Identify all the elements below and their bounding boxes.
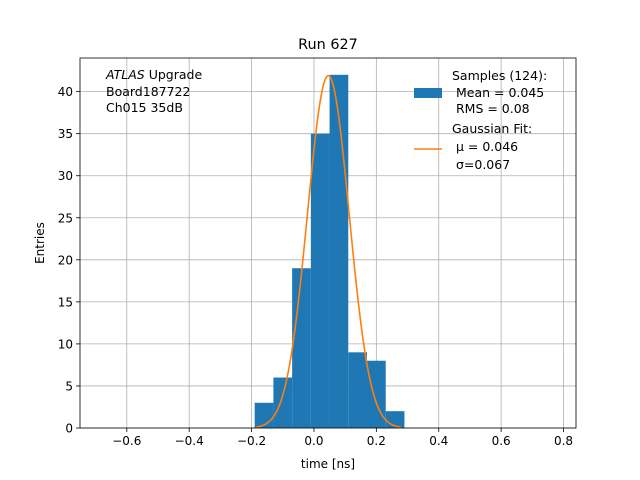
x-tick-label: −0.4 — [175, 434, 204, 448]
annotation-line-1: ATLAS Upgrade — [105, 67, 202, 82]
y-tick-label: 5 — [65, 379, 73, 393]
histogram-bar — [329, 74, 349, 429]
chart-title: Run 627 — [298, 37, 358, 53]
y-axis-label: Entries — [33, 222, 47, 264]
legend: Samples (124): Mean = 0.045 RMS = 0.08 G… — [414, 68, 547, 172]
x-tick-label: 0.0 — [304, 434, 323, 448]
x-tick-label: 0.4 — [429, 434, 448, 448]
y-tick-label: 15 — [58, 295, 73, 309]
legend-samples-swatch — [414, 88, 442, 98]
y-tick-label: 35 — [58, 127, 73, 141]
x-tick-label: 0.8 — [554, 434, 573, 448]
annotation-channel: Ch015 35dB — [106, 100, 183, 115]
atlas-annotation: ATLAS Upgrade Board187722 Ch015 35dB — [105, 67, 202, 115]
x-tick-label: −0.2 — [237, 434, 266, 448]
atlas-label: ATLAS — [105, 67, 145, 82]
x-tick-label: −0.6 — [112, 434, 141, 448]
histogram-bars — [254, 74, 405, 429]
legend-samples-title: Samples (124): — [452, 68, 547, 83]
upgrade-label: Upgrade — [145, 67, 203, 82]
y-tick-label: 40 — [58, 85, 73, 99]
legend-fit-sigma: σ=0.067 — [452, 157, 510, 172]
y-tick-label: 30 — [58, 169, 73, 183]
legend-samples-mean: Mean = 0.045 — [452, 85, 544, 100]
x-tick-label: 0.2 — [367, 434, 386, 448]
legend-fit-mu: μ = 0.046 — [452, 139, 518, 154]
histogram-bar — [348, 352, 367, 428]
legend-samples-rms: RMS = 0.08 — [452, 101, 530, 116]
x-tick-label: 0.6 — [492, 434, 511, 448]
x-axis-ticks: −0.6 −0.4 −0.2 0.0 0.2 0.4 0.6 0.8 — [112, 428, 573, 448]
y-tick-label: 25 — [58, 211, 73, 225]
plot-frame — [79, 57, 577, 429]
gaussian-fit-curve — [256, 74, 402, 429]
y-tick-label: 20 — [58, 253, 73, 267]
histogram-bar — [292, 268, 311, 428]
legend-fit-title: Gaussian Fit: — [452, 121, 532, 136]
histogram-bar — [310, 133, 330, 428]
y-tick-label: 0 — [65, 422, 73, 436]
annotation-board: Board187722 — [106, 84, 190, 99]
y-axis-ticks: 0 5 10 15 20 25 30 35 40 — [58, 85, 80, 436]
histogram-bar — [366, 360, 386, 428]
y-tick-label: 10 — [58, 337, 73, 351]
x-axis-label: time [ns] — [301, 457, 355, 471]
histogram-bar — [273, 377, 293, 428]
